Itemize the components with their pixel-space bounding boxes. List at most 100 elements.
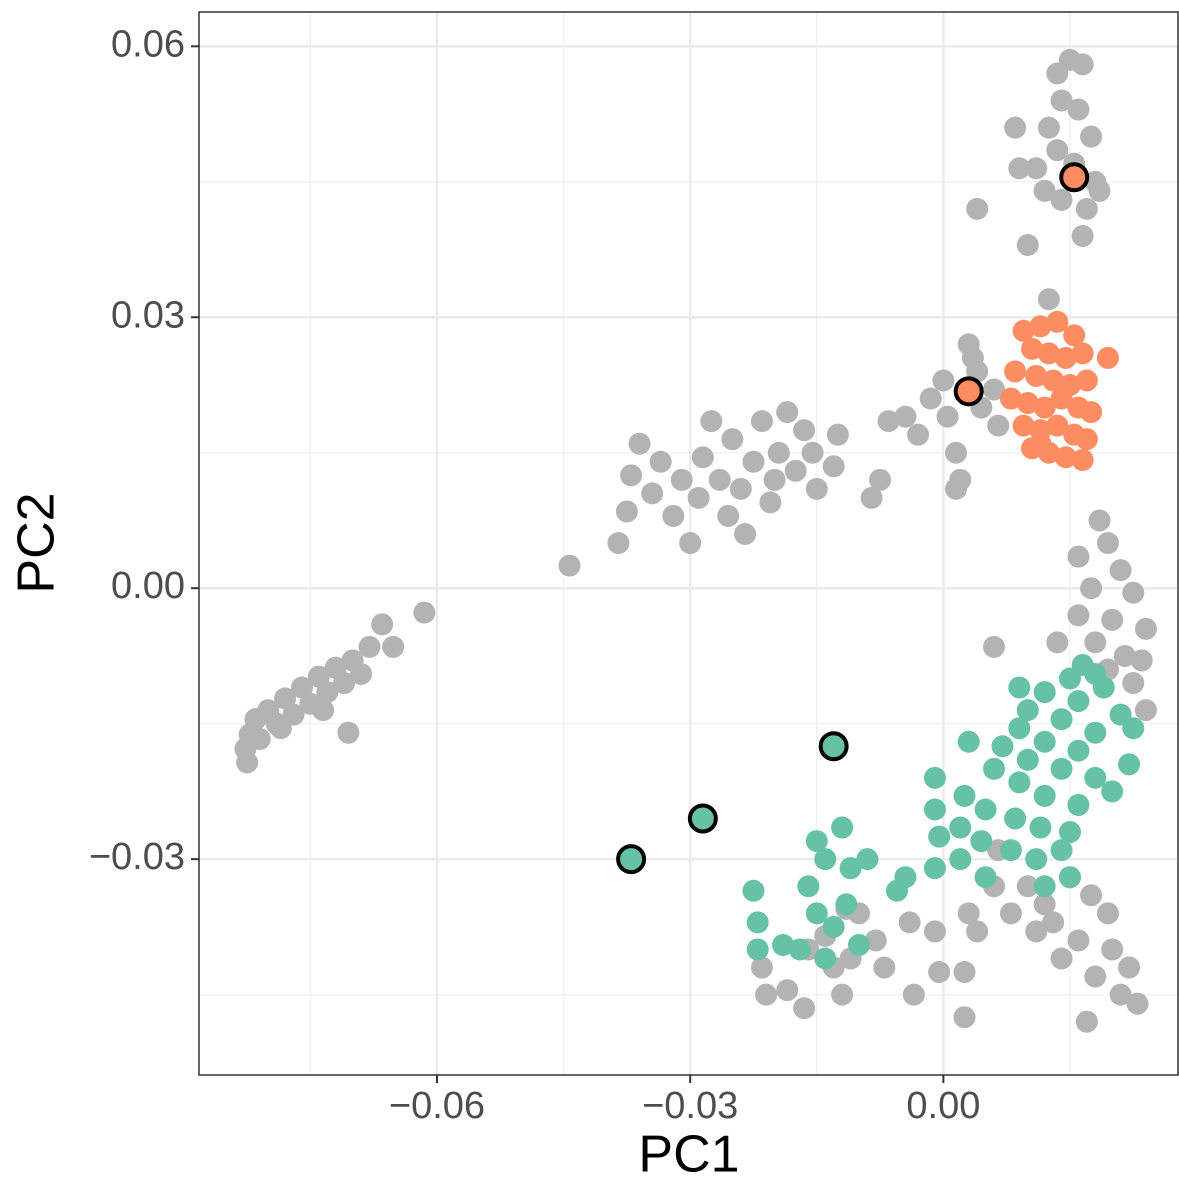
point [350,663,373,686]
point [907,423,930,446]
point [269,717,292,740]
point [558,554,581,577]
point [966,920,989,943]
point [746,938,769,961]
point [1071,342,1094,365]
point [1033,893,1056,916]
point [999,902,1022,925]
x-axis-title: PC1 [638,1126,739,1182]
point [767,441,790,464]
points [234,48,1157,1033]
point [1080,884,1103,907]
point [970,830,993,853]
point [759,491,782,514]
point [333,672,356,695]
point [1025,848,1048,871]
point [1054,446,1077,469]
point [687,803,718,834]
point [1067,739,1090,762]
point [1037,116,1060,139]
point [607,532,630,555]
point [1042,369,1065,392]
point [902,983,925,1006]
point [826,423,849,446]
point [999,839,1022,862]
point [729,477,752,500]
point [1109,559,1132,582]
point [953,376,984,407]
point [1075,428,1098,451]
point [949,816,972,839]
point [928,961,951,984]
point [1050,708,1073,731]
point [805,477,828,500]
point [923,798,946,821]
point [755,983,778,1006]
point [936,405,959,428]
point [831,983,854,1006]
point [615,500,638,523]
point [1067,793,1090,816]
point [898,911,921,934]
point [312,699,335,722]
point [1071,53,1094,76]
point [649,450,672,473]
point [1012,319,1035,342]
point [750,956,773,979]
point [1046,310,1069,333]
point [750,410,773,433]
point [1067,604,1090,627]
point [1054,346,1077,369]
point [1016,699,1039,722]
point [957,730,980,753]
point [957,902,980,925]
point [873,956,896,979]
grid [199,12,1178,1075]
point [856,848,879,871]
point [932,369,955,392]
point [1050,839,1073,862]
point [721,428,744,451]
point [1084,965,1107,988]
point [1058,866,1081,889]
point [742,450,765,473]
point [1071,224,1094,247]
point [1122,581,1145,604]
point [1075,1010,1098,1033]
point [860,486,883,509]
point [1101,608,1124,631]
point [708,468,731,491]
point [1088,509,1111,532]
point [1109,983,1132,1006]
point [835,893,858,916]
point [1118,753,1141,776]
point [1012,414,1035,437]
point [1025,920,1048,943]
point [687,486,710,509]
point [831,816,854,839]
point [413,601,436,624]
point [1037,288,1060,311]
point [923,857,946,880]
point [805,830,828,853]
point [1101,780,1124,803]
point [885,879,908,902]
point [248,728,271,751]
point [1084,631,1107,654]
point [1016,748,1039,771]
point [1096,902,1119,925]
point [746,911,769,934]
point [945,441,968,464]
point [1080,577,1103,600]
point [877,410,900,433]
point [894,405,917,428]
point [1080,401,1103,424]
point [1092,676,1115,699]
point [358,635,381,658]
point [1067,929,1090,952]
point [784,459,807,482]
point [1075,197,1098,220]
point [1134,617,1157,640]
point [814,947,837,970]
